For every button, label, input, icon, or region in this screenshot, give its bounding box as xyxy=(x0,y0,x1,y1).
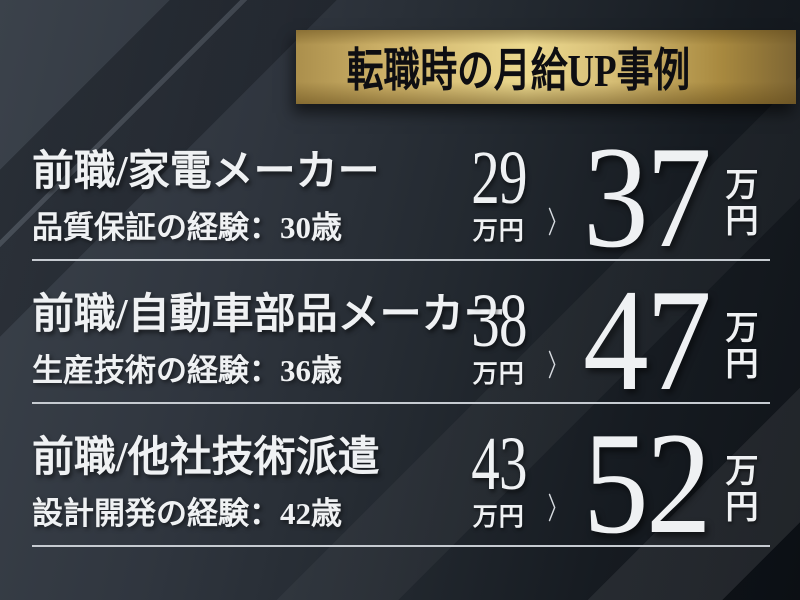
case-title: 前職/他社技術派遣 xyxy=(32,435,380,481)
case-title: 前職/家電メーカー xyxy=(32,149,380,195)
case-row-2: 前職/自動車部品メーカー 生産技術の経験：36歳 38 万円 〉 47 万円 xyxy=(0,258,800,421)
salary-before-value: 38 xyxy=(470,279,527,363)
case-subtitle: 品質保証の経験：30歳 xyxy=(32,210,342,246)
salary-after-unit: 万円 xyxy=(720,310,756,382)
salary-before-unit: 万円 xyxy=(472,218,525,245)
chevron-right-icon: 〉 xyxy=(547,350,567,383)
salary-before: 29 万円 xyxy=(462,136,536,247)
salary-after-unit: 万円 xyxy=(720,167,756,239)
salary-after-unit: 万円 xyxy=(720,453,756,525)
salary-change: 43 万円 〉 52 万円 xyxy=(462,401,756,564)
case-subtitle: 設計開発の経験：42歳 xyxy=(32,496,342,532)
separator-line xyxy=(32,259,770,261)
case-title: 前職/自動車部品メーカー xyxy=(32,292,506,338)
case-subtitle: 生産技術の経験：36歳 xyxy=(32,353,342,389)
case-row-3: 前職/他社技術派遣 設計開発の経験：42歳 43 万円 〉 52 万円 xyxy=(0,401,800,564)
case-list: 前職/家電メーカー 品質保証の経験：30歳 29 万円 〉 37 万円 前職/自… xyxy=(0,115,800,564)
case-row-1: 前職/家電メーカー 品質保証の経験：30歳 29 万円 〉 37 万円 xyxy=(0,115,800,278)
chevron-right-icon: 〉 xyxy=(547,207,567,240)
separator-line xyxy=(32,545,770,547)
salary-before: 38 万円 xyxy=(462,279,536,390)
case-titles: 前職/他社技術派遣 設計開発の経験：42歳 xyxy=(32,434,380,533)
salary-change: 29 万円 〉 37 万円 xyxy=(462,115,756,278)
salary-before-value: 29 xyxy=(470,136,527,220)
case-titles: 前職/自動車部品メーカー 生産技術の経験：36歳 xyxy=(32,291,506,390)
salary-change: 38 万円 〉 47 万円 xyxy=(462,258,756,421)
header-banner: 転職時の月給UP事例 xyxy=(296,30,796,104)
salary-before-value: 43 xyxy=(470,422,527,506)
chevron-right-icon: 〉 xyxy=(547,493,567,526)
separator-line xyxy=(32,402,770,404)
salary-after-value: 47 xyxy=(582,258,712,421)
salary-before: 43 万円 xyxy=(462,422,536,533)
salary-before-unit: 万円 xyxy=(472,361,525,388)
salary-after-value: 52 xyxy=(582,401,712,564)
salary-before-unit: 万円 xyxy=(472,504,525,531)
case-titles: 前職/家電メーカー 品質保証の経験：30歳 xyxy=(32,148,380,247)
salary-after-value: 37 xyxy=(582,115,712,278)
page-title: 転職時の月給UP事例 xyxy=(347,45,691,96)
